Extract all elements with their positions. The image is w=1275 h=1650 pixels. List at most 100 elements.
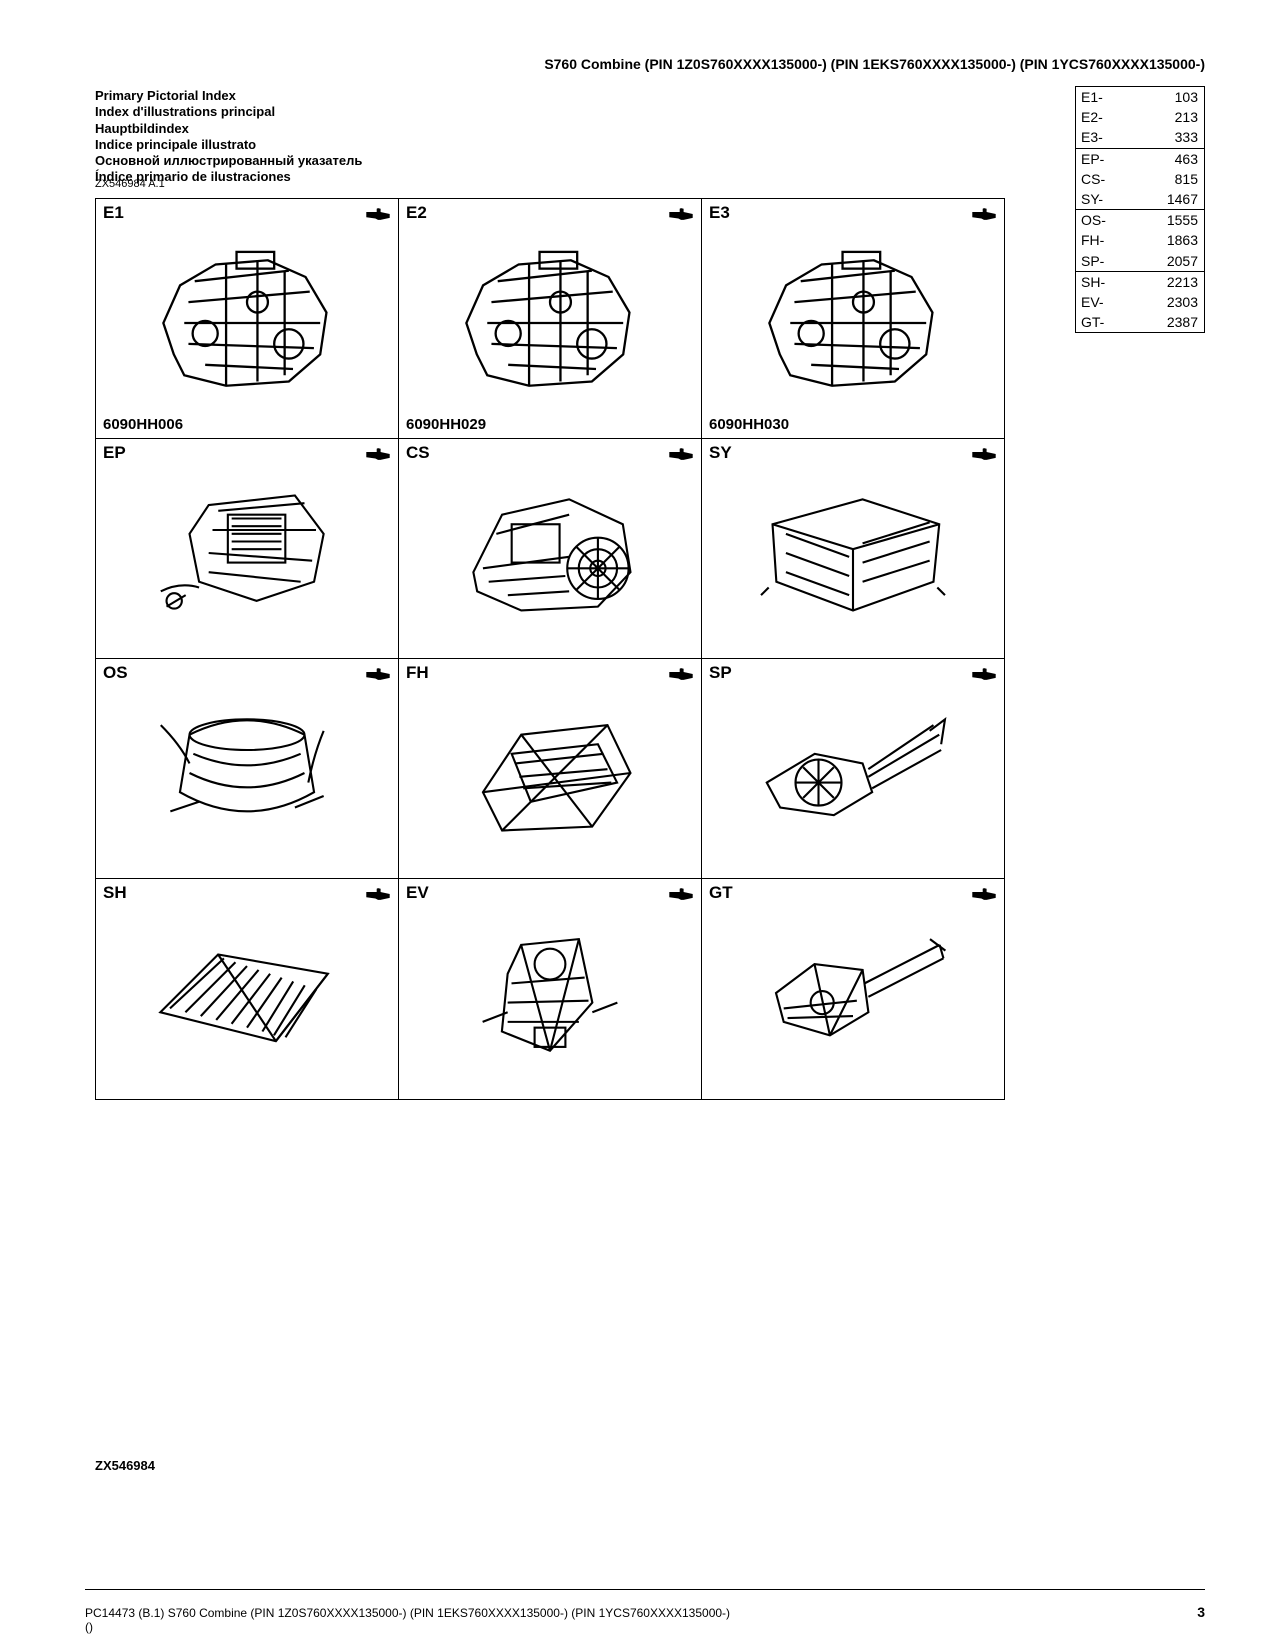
page-header-title: S760 Combine (PIN 1Z0S760XXXX135000-) (P… [315, 56, 1205, 72]
pointer-icon [971, 885, 997, 903]
reference-code-top: ZX546984 A.1 [95, 178, 165, 190]
pointer-icon [668, 205, 694, 223]
cell-subcode: 6090HH006 [103, 416, 183, 433]
footer-paren: () [85, 1620, 93, 1634]
toc-code: EP- [1081, 150, 1104, 168]
pictorial-cell-ep[interactable]: EP [96, 439, 399, 659]
part-illustration [729, 696, 977, 849]
toc-row[interactable]: OS- 1555 [1076, 210, 1204, 230]
index-title-block: Primary Pictorial IndexIndex d'illustrat… [95, 88, 362, 186]
pointer-icon [971, 445, 997, 463]
pointer-icon [668, 885, 694, 903]
pointer-icon [668, 665, 694, 683]
toc-row[interactable]: SH- 2213 [1076, 272, 1204, 292]
pointer-icon [365, 205, 391, 223]
cell-code: SY [709, 443, 732, 463]
toc-page: 2057 [1167, 252, 1198, 270]
index-title-line: Index d'illustrations principal [95, 104, 362, 120]
pictorial-cell-e3[interactable]: E3 6090HH030 [702, 199, 1004, 439]
pictorial-cell-gt[interactable]: GT [702, 879, 1004, 1099]
toc-row[interactable]: SP- 2057 [1076, 251, 1204, 271]
toc-table: E1-103E2- 213 E3- 333 EP-463CS- 815 SY- 1467 OS-… [1075, 86, 1205, 333]
toc-code: SH- [1081, 273, 1105, 291]
toc-group: OS- 1555 FH- 1863 SP- 2057 [1076, 210, 1204, 272]
toc-code: EV- [1081, 293, 1104, 311]
toc-row[interactable]: EP-463 [1076, 149, 1204, 169]
toc-page: 815 [1175, 170, 1198, 188]
toc-page: 2303 [1167, 293, 1198, 311]
toc-code: CS- [1081, 170, 1105, 188]
toc-code: SP- [1081, 252, 1104, 270]
toc-row[interactable]: E3- 333 [1076, 127, 1204, 147]
page-number: 3 [1197, 1604, 1205, 1620]
index-title-line: Primary Pictorial Index [95, 88, 362, 104]
pictorial-cell-ev[interactable]: EV [399, 879, 702, 1099]
cell-code: E3 [709, 203, 730, 223]
pictorial-cell-sp[interactable]: SP [702, 659, 1004, 879]
pictorial-cell-cs[interactable]: CS [399, 439, 702, 659]
toc-group: EP-463CS- 815 SY- 1467 [1076, 149, 1204, 211]
toc-code: OS- [1081, 211, 1106, 229]
index-title-line: Indice principale illustrato [95, 137, 362, 153]
reference-code-bottom: ZX546984 [95, 1458, 155, 1473]
toc-row[interactable]: EV- 2303 [1076, 292, 1204, 312]
toc-row[interactable]: FH- 1863 [1076, 230, 1204, 250]
toc-page: 2387 [1167, 313, 1198, 331]
part-illustration [426, 476, 674, 629]
pointer-icon [365, 665, 391, 683]
part-illustration [729, 916, 977, 1070]
cell-code: EP [103, 443, 126, 463]
pointer-icon [668, 445, 694, 463]
toc-page: 213 [1175, 108, 1198, 126]
cell-code: SP [709, 663, 732, 683]
pictorial-cell-e1[interactable]: E1 6090HH006 [96, 199, 399, 439]
part-illustration [426, 696, 674, 849]
index-title-line: Hauptbildindex [95, 121, 362, 137]
part-illustration [123, 240, 371, 407]
toc-page: 1863 [1167, 231, 1198, 249]
toc-code: FH- [1081, 231, 1104, 249]
pictorial-cell-os[interactable]: OS [96, 659, 399, 879]
pictorial-cell-sh[interactable]: SH [96, 879, 399, 1099]
part-illustration [123, 476, 371, 629]
toc-page: 103 [1175, 88, 1198, 106]
pointer-icon [971, 205, 997, 223]
part-illustration [123, 696, 371, 849]
toc-row[interactable]: E1-103 [1076, 87, 1204, 107]
toc-row[interactable]: GT- 2387 [1076, 312, 1204, 332]
pictorial-cell-sy[interactable]: SY [702, 439, 1004, 659]
toc-group: SH- 2213 EV- 2303 GT- 2387 [1076, 272, 1204, 333]
cell-subcode: 6090HH030 [709, 416, 789, 433]
pictorial-grid: E1 6090HH006 E2 6090HH029 E3 6090HH030 EP CS SY O… [95, 198, 1005, 1100]
toc-page: 1555 [1167, 211, 1198, 229]
footer-divider [85, 1589, 1205, 1590]
toc-page: 333 [1175, 128, 1198, 146]
cell-code: GT [709, 883, 733, 903]
pointer-icon [971, 665, 997, 683]
cell-code: EV [406, 883, 429, 903]
toc-code: SY- [1081, 190, 1103, 208]
toc-row[interactable]: SY- 1467 [1076, 189, 1204, 209]
cell-code: E2 [406, 203, 427, 223]
part-illustration [123, 916, 371, 1070]
cell-subcode: 6090HH029 [406, 416, 486, 433]
toc-row[interactable]: E2- 213 [1076, 107, 1204, 127]
toc-code: GT- [1081, 313, 1104, 331]
footer-text: PC14473 (B.1) S760 Combine (PIN 1Z0S760X… [85, 1606, 730, 1620]
index-title-line: Основной иллюстрированный указатель [95, 153, 362, 169]
pointer-icon [365, 445, 391, 463]
cell-code: SH [103, 883, 127, 903]
toc-group: E1-103E2- 213 E3- 333 [1076, 87, 1204, 149]
part-illustration [729, 240, 977, 407]
cell-code: OS [103, 663, 128, 683]
toc-page: 1467 [1167, 190, 1198, 208]
cell-code: E1 [103, 203, 124, 223]
pictorial-cell-e2[interactable]: E2 6090HH029 [399, 199, 702, 439]
toc-code: E2- [1081, 108, 1103, 126]
toc-code: E3- [1081, 128, 1103, 146]
pictorial-cell-fh[interactable]: FH [399, 659, 702, 879]
toc-page: 2213 [1167, 273, 1198, 291]
cell-code: CS [406, 443, 430, 463]
part-illustration [426, 916, 674, 1070]
toc-row[interactable]: CS- 815 [1076, 169, 1204, 189]
